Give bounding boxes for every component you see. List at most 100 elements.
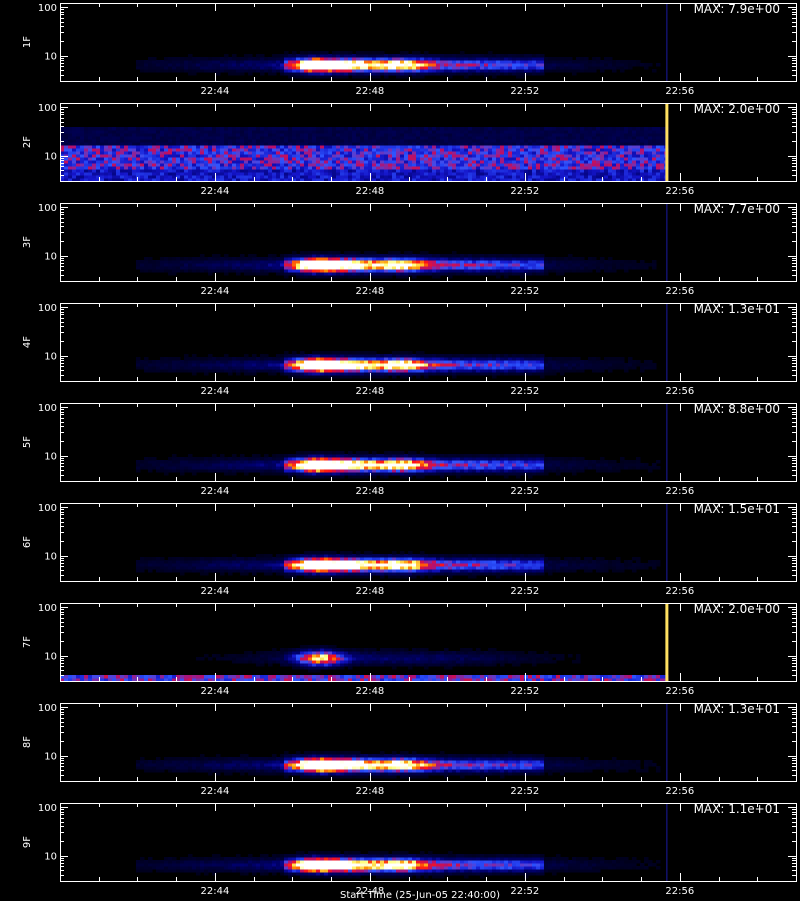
- heatmap-cell: [632, 175, 637, 179]
- heatmap-cell: [152, 145, 157, 149]
- heatmap-cell: [472, 160, 477, 164]
- heatmap-cell: [228, 360, 233, 364]
- heatmap-cell: [480, 178, 485, 182]
- heatmap-cell: [540, 151, 545, 155]
- heatmap-cell: [500, 269, 505, 273]
- x-tick-label: 22:48: [355, 86, 384, 97]
- heatmap-cell: [304, 266, 309, 270]
- heatmap-cell: [388, 251, 393, 255]
- heatmap-cell: [232, 163, 237, 167]
- heatmap-cell: [180, 178, 185, 182]
- heatmap-cell: [188, 260, 193, 264]
- heatmap-cell: [224, 360, 229, 364]
- heatmap-cell: [412, 166, 417, 170]
- heatmap-cell: [84, 163, 89, 167]
- heatmap-cell: [364, 169, 369, 173]
- heatmap-cell: [412, 260, 417, 264]
- heatmap-cell: [576, 166, 581, 170]
- heatmap-cell: [560, 260, 565, 264]
- heatmap-cell: [344, 130, 349, 134]
- heatmap-cell: [288, 172, 293, 176]
- heatmap-cell: [316, 54, 321, 58]
- heatmap-cell: [480, 160, 485, 164]
- heatmap-cell: [284, 363, 289, 367]
- heatmap-cell: [420, 133, 425, 137]
- heatmap-cell: [188, 160, 193, 164]
- heatmap-cell: [560, 169, 565, 173]
- heatmap-cell: [192, 263, 197, 267]
- heatmap-cell: [492, 254, 497, 258]
- heatmap-cell: [440, 130, 445, 134]
- heatmap-cell: [356, 272, 361, 276]
- heatmap-cell: [320, 57, 325, 61]
- heatmap-cell: [156, 157, 161, 161]
- heatmap-cell: [104, 157, 109, 161]
- heatmap-cell: [64, 136, 69, 140]
- heatmap-cell: [304, 72, 309, 76]
- heatmap-cell: [392, 145, 397, 149]
- heatmap-cell: [256, 157, 261, 161]
- heatmap-cell: [84, 169, 89, 173]
- heatmap-cell: [124, 139, 129, 143]
- heatmap-cell: [344, 357, 349, 361]
- heatmap-cell: [560, 178, 565, 182]
- heatmap-cell: [216, 145, 221, 149]
- heatmap-cell: [352, 148, 357, 152]
- heatmap-cell: [540, 166, 545, 170]
- heatmap-cell: [432, 154, 437, 158]
- heatmap-cell: [332, 366, 337, 370]
- heatmap-cell: [272, 263, 277, 267]
- heatmap-cell: [516, 57, 521, 61]
- heatmap-cell: [456, 266, 461, 270]
- heatmap-cell: [584, 133, 589, 137]
- heatmap-cell: [592, 151, 597, 155]
- heatmap-cell: [68, 169, 73, 173]
- heatmap-cell: [244, 372, 249, 376]
- heatmap-cell: [644, 63, 649, 67]
- heatmap-cell: [404, 57, 409, 61]
- heatmap-cell: [432, 172, 437, 176]
- heatmap-cell: [340, 257, 345, 261]
- heatmap-cell: [448, 151, 453, 155]
- heatmap-cell: [244, 263, 249, 267]
- heatmap-cell: [196, 148, 201, 152]
- heatmap-cell: [296, 72, 301, 76]
- heatmap-cell: [464, 133, 469, 137]
- heatmap-cell: [412, 254, 417, 258]
- heatmap-cell: [156, 172, 161, 176]
- heatmap-cell: [320, 266, 325, 270]
- heatmap-cell: [184, 157, 189, 161]
- heatmap-cell: [480, 57, 485, 61]
- heatmap-cell: [348, 266, 353, 270]
- heatmap-cell: [292, 51, 297, 55]
- heatmap-cell: [472, 175, 477, 179]
- heatmap-cell: [572, 69, 577, 73]
- heatmap-cell: [300, 269, 305, 273]
- heatmap-cell: [252, 169, 257, 173]
- heatmap-cell: [184, 260, 189, 264]
- heatmap-cell: [620, 130, 625, 134]
- heatmap-cell: [192, 266, 197, 270]
- heatmap-cell: [556, 139, 561, 143]
- heatmap-cell: [364, 266, 369, 270]
- heatmap-cell: [456, 172, 461, 176]
- heatmap-cell: [136, 157, 141, 161]
- heatmap-cell: [300, 160, 305, 164]
- heatmap-cell: [520, 72, 525, 76]
- heatmap-cell: [540, 175, 545, 179]
- heatmap-cell: [468, 54, 473, 58]
- heatmap-cell: [80, 157, 85, 161]
- heatmap-cell: [268, 257, 273, 261]
- heatmap-cell: [448, 163, 453, 167]
- heatmap-cell: [292, 60, 297, 64]
- heatmap-cell: [156, 169, 161, 173]
- heatmap-cell: [468, 169, 473, 173]
- heatmap-cell: [604, 66, 609, 70]
- heatmap-cell: [476, 139, 481, 143]
- heatmap-cell: [304, 63, 309, 67]
- heatmap-cell: [408, 151, 413, 155]
- heatmap-cell: [340, 366, 345, 370]
- heatmap-cell: [300, 63, 305, 67]
- heatmap-cell: [256, 172, 261, 176]
- heatmap-cell: [224, 151, 229, 155]
